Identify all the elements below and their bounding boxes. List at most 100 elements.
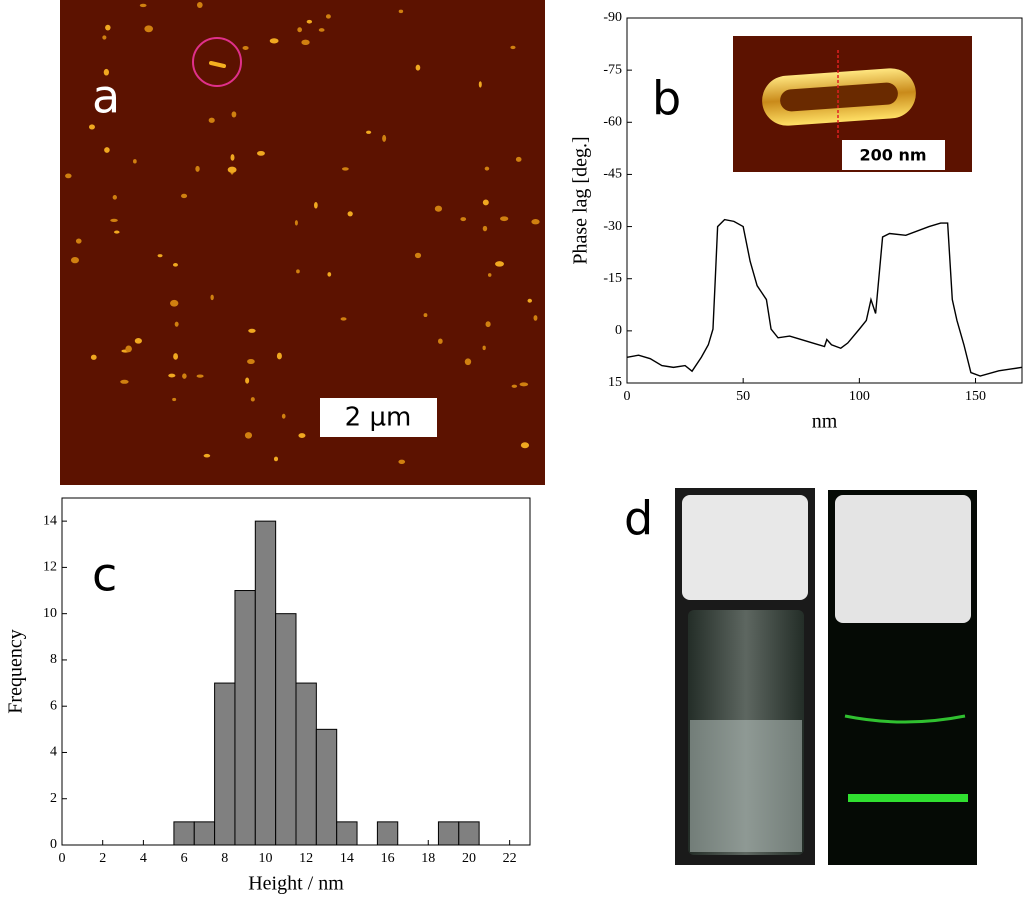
particle (90, 354, 97, 360)
particle (173, 353, 179, 360)
x-tick-label: 150 (965, 389, 986, 404)
y-tick-label: -30 (603, 219, 622, 234)
particle (414, 252, 422, 259)
y-tick-label: -60 (603, 115, 622, 130)
bar (458, 821, 480, 846)
bar (193, 821, 216, 846)
vial-cap (682, 495, 808, 600)
particle (208, 117, 215, 123)
particle (511, 384, 518, 388)
y-tick-label: 0 (615, 323, 622, 338)
rod (209, 61, 226, 68)
image-bg (60, 0, 545, 485)
panel-label: c (92, 548, 117, 602)
particle (478, 81, 482, 88)
particle (500, 216, 509, 222)
particle (294, 220, 298, 226)
afm-image: a 2 µm (60, 0, 545, 485)
particle (210, 294, 214, 301)
scale-bar-box (842, 140, 945, 170)
particle (242, 45, 249, 50)
particle (230, 154, 235, 161)
particle (248, 328, 256, 333)
panel-label: a (92, 70, 120, 124)
y-tick-label: 6 (50, 698, 57, 713)
particle (296, 269, 300, 274)
plot-frame (626, 17, 1023, 384)
particle (196, 2, 203, 8)
liquid (690, 720, 802, 852)
particle (301, 39, 310, 45)
particle (196, 374, 204, 378)
particle (170, 299, 179, 307)
meniscus (844, 714, 966, 724)
particle (133, 159, 137, 164)
particle (520, 442, 530, 449)
y-tick-label: 15 (608, 375, 622, 390)
bar (437, 821, 460, 846)
particle (434, 205, 443, 212)
scale-bar-label: 200 nm (859, 146, 926, 165)
particle (495, 261, 504, 267)
particle (298, 433, 306, 438)
scale-bar-box (320, 398, 437, 437)
x-tick-label: 4 (140, 851, 147, 866)
particle (245, 377, 250, 384)
particle (515, 156, 522, 162)
bar (376, 821, 399, 846)
particle (273, 456, 279, 462)
particle (318, 28, 325, 32)
particle (464, 358, 472, 366)
particle (181, 193, 188, 199)
y-tick-label: 2 (50, 791, 57, 806)
x-tick-label: 100 (849, 389, 870, 404)
y-tick-label: -90 (603, 10, 622, 25)
y-tick-label: 8 (50, 652, 57, 667)
y-axis-label: Frequency (5, 629, 27, 713)
y-tick-label: 14 (43, 513, 57, 528)
particle (114, 230, 120, 234)
particle (105, 24, 111, 31)
particle (247, 359, 255, 365)
particle (70, 256, 79, 264)
x-tick-label: 6 (181, 851, 188, 866)
x-tick-label: 2 (99, 851, 106, 866)
particle (482, 345, 486, 351)
x-tick-label: 20 (462, 851, 476, 866)
bar (254, 520, 277, 846)
particle (203, 453, 211, 458)
y-tick-label: 0 (50, 837, 57, 852)
y-axis-label: Phase lag [deg.] (570, 136, 592, 264)
x-tick-label: 0 (59, 851, 66, 866)
bar (315, 728, 338, 846)
particle (134, 338, 142, 344)
particle (227, 166, 237, 173)
particle (75, 238, 82, 244)
particle (297, 27, 302, 33)
particle (519, 382, 529, 387)
particle (139, 3, 147, 8)
particle (460, 217, 467, 222)
particle (398, 459, 406, 464)
particle (438, 338, 443, 344)
particle (168, 373, 176, 378)
particle (306, 19, 313, 24)
particle (415, 64, 421, 71)
particle (65, 173, 72, 179)
particle (269, 38, 279, 44)
particle (257, 150, 265, 156)
particle (314, 201, 318, 209)
particle (341, 167, 349, 171)
particle (125, 345, 132, 353)
x-tick-label: 8 (221, 851, 228, 866)
x-tick-label: 18 (421, 851, 435, 866)
particle (172, 263, 178, 267)
particle (120, 379, 129, 384)
particle (110, 218, 118, 223)
particle (144, 25, 154, 33)
particle (423, 313, 428, 318)
particle (157, 254, 163, 258)
particle (482, 199, 489, 206)
bar (275, 613, 297, 846)
particle (88, 124, 95, 130)
